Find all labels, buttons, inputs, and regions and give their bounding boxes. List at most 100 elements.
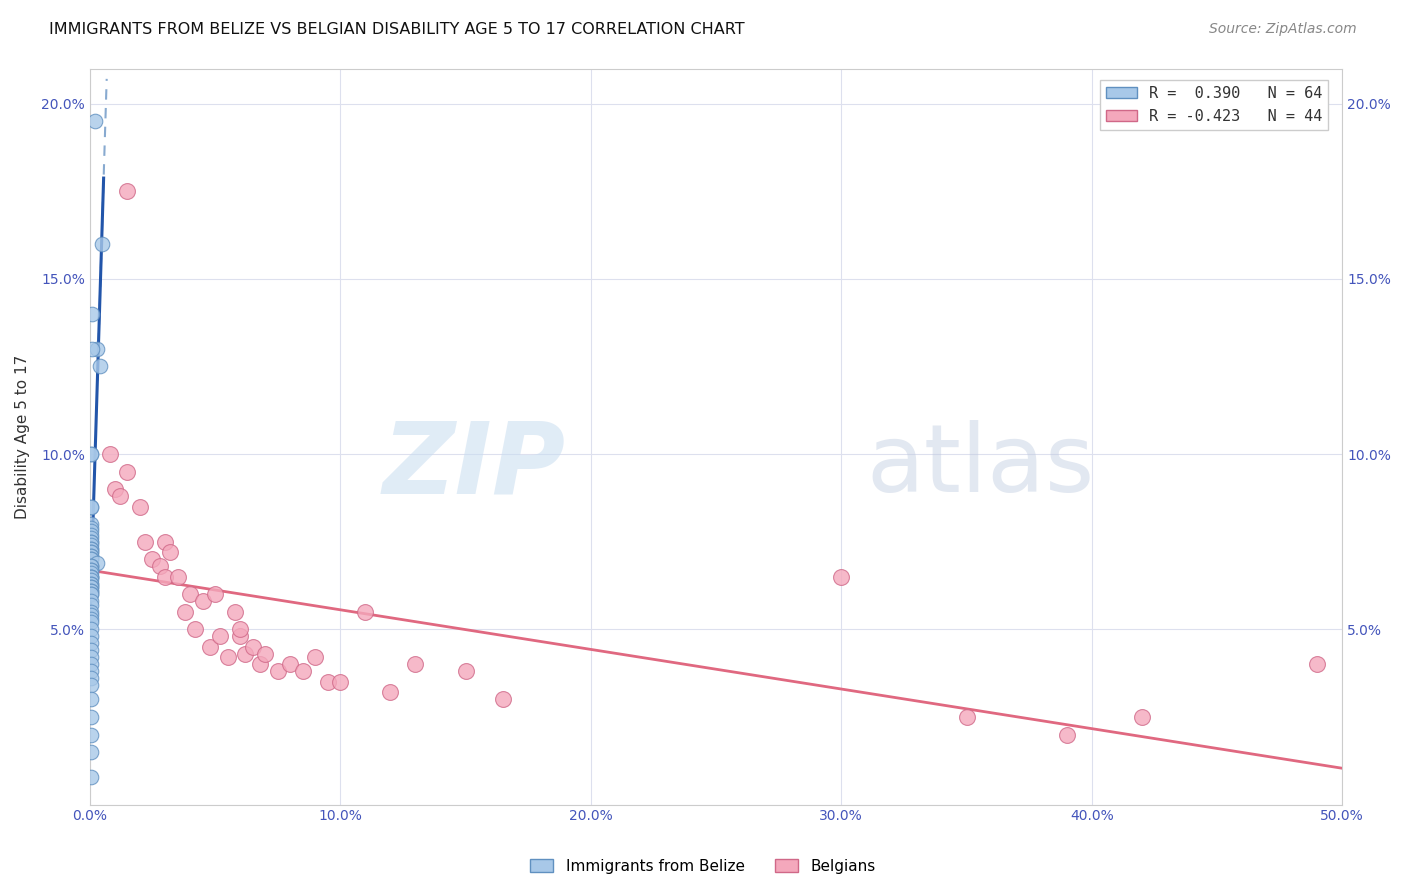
Point [141, 552, 163, 566]
Point [80, 745, 103, 759]
Point [80, 583, 103, 598]
Legend: Immigrants from Belize, Belgians: Immigrants from Belize, Belgians [524, 853, 882, 880]
Point [1306, 657, 1329, 672]
Point [83, 114, 105, 128]
Point [80, 549, 103, 563]
Point [224, 605, 246, 619]
Point [80, 672, 103, 686]
Text: atlas: atlas [866, 420, 1095, 512]
Point [80, 570, 103, 584]
Point [184, 623, 207, 637]
Point [80, 541, 103, 556]
Point [80, 770, 103, 784]
Point [149, 559, 172, 574]
Point [129, 500, 152, 514]
Point [108, 489, 131, 503]
Point [80, 524, 103, 539]
Point [291, 665, 314, 679]
Point [86, 556, 108, 570]
Point [80, 580, 103, 594]
Point [80, 678, 103, 692]
Point [80, 563, 103, 577]
Legend: R =  0.390   N = 64, R = -0.423   N = 44: R = 0.390 N = 64, R = -0.423 N = 44 [1099, 80, 1329, 129]
Point [80, 447, 103, 461]
Y-axis label: Disability Age 5 to 17: Disability Age 5 to 17 [15, 354, 30, 518]
Text: IMMIGRANTS FROM BELIZE VS BELGIAN DISABILITY AGE 5 TO 17 CORRELATION CHART: IMMIGRANTS FROM BELIZE VS BELGIAN DISABI… [49, 22, 745, 37]
Point [354, 605, 377, 619]
Point [80, 615, 103, 630]
Point [80, 657, 103, 672]
Point [304, 650, 326, 665]
Point [278, 657, 301, 672]
Point [80, 629, 103, 643]
Point [80, 500, 103, 514]
Point [80, 587, 103, 601]
Point [80, 549, 103, 563]
Point [229, 629, 252, 643]
Point [80, 534, 103, 549]
Point [80, 650, 103, 665]
Point [229, 623, 252, 637]
Point [80, 541, 103, 556]
Point [249, 657, 271, 672]
Point [153, 570, 176, 584]
Point [955, 710, 977, 724]
Point [209, 629, 232, 643]
Point [80, 527, 103, 541]
Point [80, 552, 103, 566]
Point [134, 534, 156, 549]
Point [166, 570, 188, 584]
Point [454, 665, 477, 679]
Point [242, 640, 264, 654]
Point [89, 359, 111, 374]
Point [80, 623, 103, 637]
Point [80, 531, 103, 545]
Point [405, 657, 427, 672]
Point [233, 647, 256, 661]
Point [86, 342, 108, 356]
Point [217, 650, 239, 665]
Point [80, 727, 103, 741]
Point [198, 640, 221, 654]
Text: Source: ZipAtlas.com: Source: ZipAtlas.com [1209, 22, 1357, 37]
Point [329, 675, 352, 690]
Point [80, 538, 103, 552]
Point [117, 184, 139, 198]
Point [80, 605, 103, 619]
Point [1056, 727, 1078, 741]
Point [80, 447, 103, 461]
Point [80, 545, 103, 559]
Point [80, 521, 103, 535]
Point [80, 576, 103, 591]
Point [80, 517, 103, 532]
Point [80, 636, 103, 650]
Point [191, 594, 214, 608]
Point [98, 447, 121, 461]
Point [80, 710, 103, 724]
Point [380, 685, 402, 699]
Point [80, 566, 103, 581]
Point [80, 559, 103, 574]
Point [80, 692, 103, 706]
Point [117, 465, 139, 479]
Point [267, 665, 290, 679]
Point [1130, 710, 1153, 724]
Point [80, 587, 103, 601]
Point [80, 576, 103, 591]
Point [80, 559, 103, 574]
Point [80, 594, 103, 608]
Point [830, 570, 852, 584]
Point [80, 608, 103, 623]
Point [159, 545, 181, 559]
Point [80, 580, 103, 594]
Point [80, 598, 103, 612]
Point [82, 307, 104, 321]
Point [316, 675, 339, 690]
Point [80, 545, 103, 559]
Point [104, 482, 127, 496]
Point [80, 643, 103, 657]
Point [492, 692, 515, 706]
Point [174, 605, 197, 619]
Point [91, 236, 114, 251]
Point [80, 552, 103, 566]
